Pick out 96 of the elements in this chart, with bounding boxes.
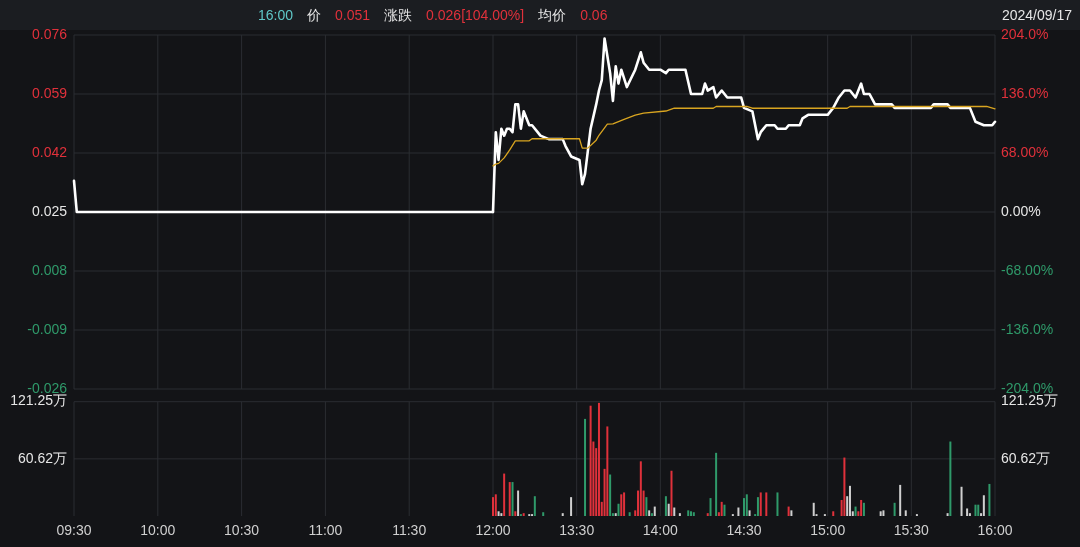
y-tick-label: 0.025 xyxy=(31,202,68,219)
bar xyxy=(492,497,494,516)
bar xyxy=(966,508,969,516)
bar xyxy=(653,506,656,516)
bar xyxy=(745,494,748,516)
bar xyxy=(609,474,612,516)
bar xyxy=(848,485,851,516)
bar xyxy=(542,512,545,516)
y2-tick-label: 0.00% xyxy=(1001,202,1041,219)
x-tick-label: 15:00 xyxy=(810,521,846,538)
bar xyxy=(960,486,963,516)
y2-tick-label: 60.62万 xyxy=(1001,449,1051,466)
bar xyxy=(843,457,846,516)
bar xyxy=(982,495,985,516)
bar xyxy=(946,513,949,516)
bar xyxy=(882,510,885,516)
bar xyxy=(974,504,977,516)
x-tick-label: 15:30 xyxy=(893,521,930,538)
bar xyxy=(988,483,991,516)
x-tick-label: 11:30 xyxy=(392,521,427,538)
bar xyxy=(584,418,587,516)
bar xyxy=(514,511,517,516)
y2-tick-label: -136.0% xyxy=(1001,320,1054,337)
y-tick-label: 121.25万 xyxy=(10,392,67,409)
bar xyxy=(854,506,857,516)
y-tick-label: 0.076 xyxy=(31,25,68,42)
bar xyxy=(743,498,745,516)
bar xyxy=(678,513,681,516)
bar xyxy=(790,510,793,516)
bar xyxy=(673,507,676,516)
bar xyxy=(756,497,759,516)
x-tick-label: 14:30 xyxy=(726,521,762,538)
text: 价 xyxy=(306,6,322,23)
x-tick-label: 12:00 xyxy=(475,521,511,538)
bar xyxy=(832,511,835,516)
y-tick-label: 60.62万 xyxy=(17,449,67,466)
y2-tick-label: 68.00% xyxy=(1001,143,1049,160)
y2-tick-label: 204.0% xyxy=(1001,25,1049,42)
text: 均价 xyxy=(537,6,567,23)
bar xyxy=(628,512,631,516)
y-tick-label: 0.042 xyxy=(31,143,68,160)
y2-tick-label: 136.0% xyxy=(1001,84,1049,101)
y2-tick-label: -68.00% xyxy=(1001,261,1054,278)
text: 16:00 xyxy=(258,6,294,23)
bar xyxy=(787,506,790,516)
x-tick-label: 10:00 xyxy=(140,521,176,538)
bar xyxy=(589,405,592,516)
bar xyxy=(617,503,620,516)
bar xyxy=(709,498,712,516)
bar xyxy=(776,492,779,516)
y-tick-label: 0.008 xyxy=(31,261,68,278)
y-tick-label: -0.009 xyxy=(27,320,68,337)
bar xyxy=(893,502,896,516)
bar xyxy=(748,510,751,516)
x-tick-label: 16:00 xyxy=(977,521,1013,538)
bar xyxy=(812,502,815,516)
y-tick-label: 0.059 xyxy=(31,84,68,101)
x-tick-label: 09:30 xyxy=(56,521,92,538)
bar xyxy=(570,497,573,516)
text: 0.051 xyxy=(335,6,371,23)
bar xyxy=(765,492,768,516)
bar xyxy=(597,402,600,516)
bar xyxy=(561,513,564,516)
bar xyxy=(494,494,497,516)
text: 0.06 xyxy=(580,6,608,23)
bar xyxy=(687,510,690,516)
text: 涨跌 xyxy=(384,6,413,23)
bar xyxy=(639,461,642,516)
bar xyxy=(517,490,520,516)
bar xyxy=(606,426,609,516)
bar xyxy=(500,513,503,516)
bar xyxy=(503,473,506,516)
text: 2024/09/17 xyxy=(1001,6,1073,23)
bar xyxy=(620,494,623,516)
bar xyxy=(879,511,882,516)
bar xyxy=(759,492,762,516)
x-tick-label: 13:30 xyxy=(559,521,595,538)
bar xyxy=(706,513,709,516)
x-tick-label: 11:00 xyxy=(308,521,343,538)
x-tick-label: 14:00 xyxy=(642,521,679,538)
bar xyxy=(667,503,670,516)
x-tick-label: 10:30 xyxy=(224,521,260,538)
bar xyxy=(715,452,718,516)
bar xyxy=(645,497,648,516)
bar xyxy=(670,470,673,516)
bar xyxy=(977,504,980,516)
bar xyxy=(497,511,500,516)
bar xyxy=(904,510,907,516)
text: 0.026[104.00%] xyxy=(426,6,525,23)
bar xyxy=(623,492,626,516)
bar xyxy=(664,496,667,516)
bar xyxy=(533,496,536,516)
bar xyxy=(949,441,952,516)
y2-tick-label: 121.25万 xyxy=(1001,392,1058,409)
bar xyxy=(737,507,740,516)
bar xyxy=(899,484,902,516)
